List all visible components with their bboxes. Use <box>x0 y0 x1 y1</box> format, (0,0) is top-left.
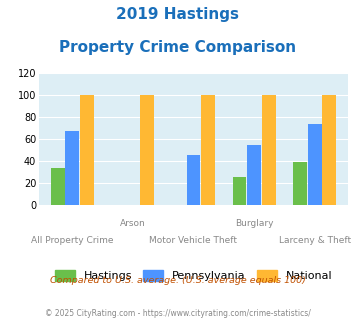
Bar <box>308 124 322 205</box>
Text: All Property Crime: All Property Crime <box>31 236 114 245</box>
Bar <box>293 162 307 205</box>
Bar <box>141 95 154 205</box>
Bar <box>247 145 261 205</box>
Text: 2019 Hastings: 2019 Hastings <box>116 7 239 21</box>
Bar <box>262 95 275 205</box>
Bar <box>65 131 79 205</box>
Text: Arson: Arson <box>120 219 146 228</box>
Text: Property Crime Comparison: Property Crime Comparison <box>59 40 296 54</box>
Bar <box>233 177 246 205</box>
Bar <box>51 168 65 205</box>
Bar <box>322 95 336 205</box>
Text: Compared to U.S. average. (U.S. average equals 100): Compared to U.S. average. (U.S. average … <box>50 276 305 284</box>
Text: Larceny & Theft: Larceny & Theft <box>279 236 351 245</box>
Bar <box>80 95 94 205</box>
Text: Motor Vehicle Theft: Motor Vehicle Theft <box>149 236 237 245</box>
Legend: Hastings, Pennsylvania, National: Hastings, Pennsylvania, National <box>50 266 337 286</box>
Text: Burglary: Burglary <box>235 219 273 228</box>
Bar <box>201 95 215 205</box>
Bar <box>186 155 201 205</box>
Text: © 2025 CityRating.com - https://www.cityrating.com/crime-statistics/: © 2025 CityRating.com - https://www.city… <box>45 309 310 317</box>
